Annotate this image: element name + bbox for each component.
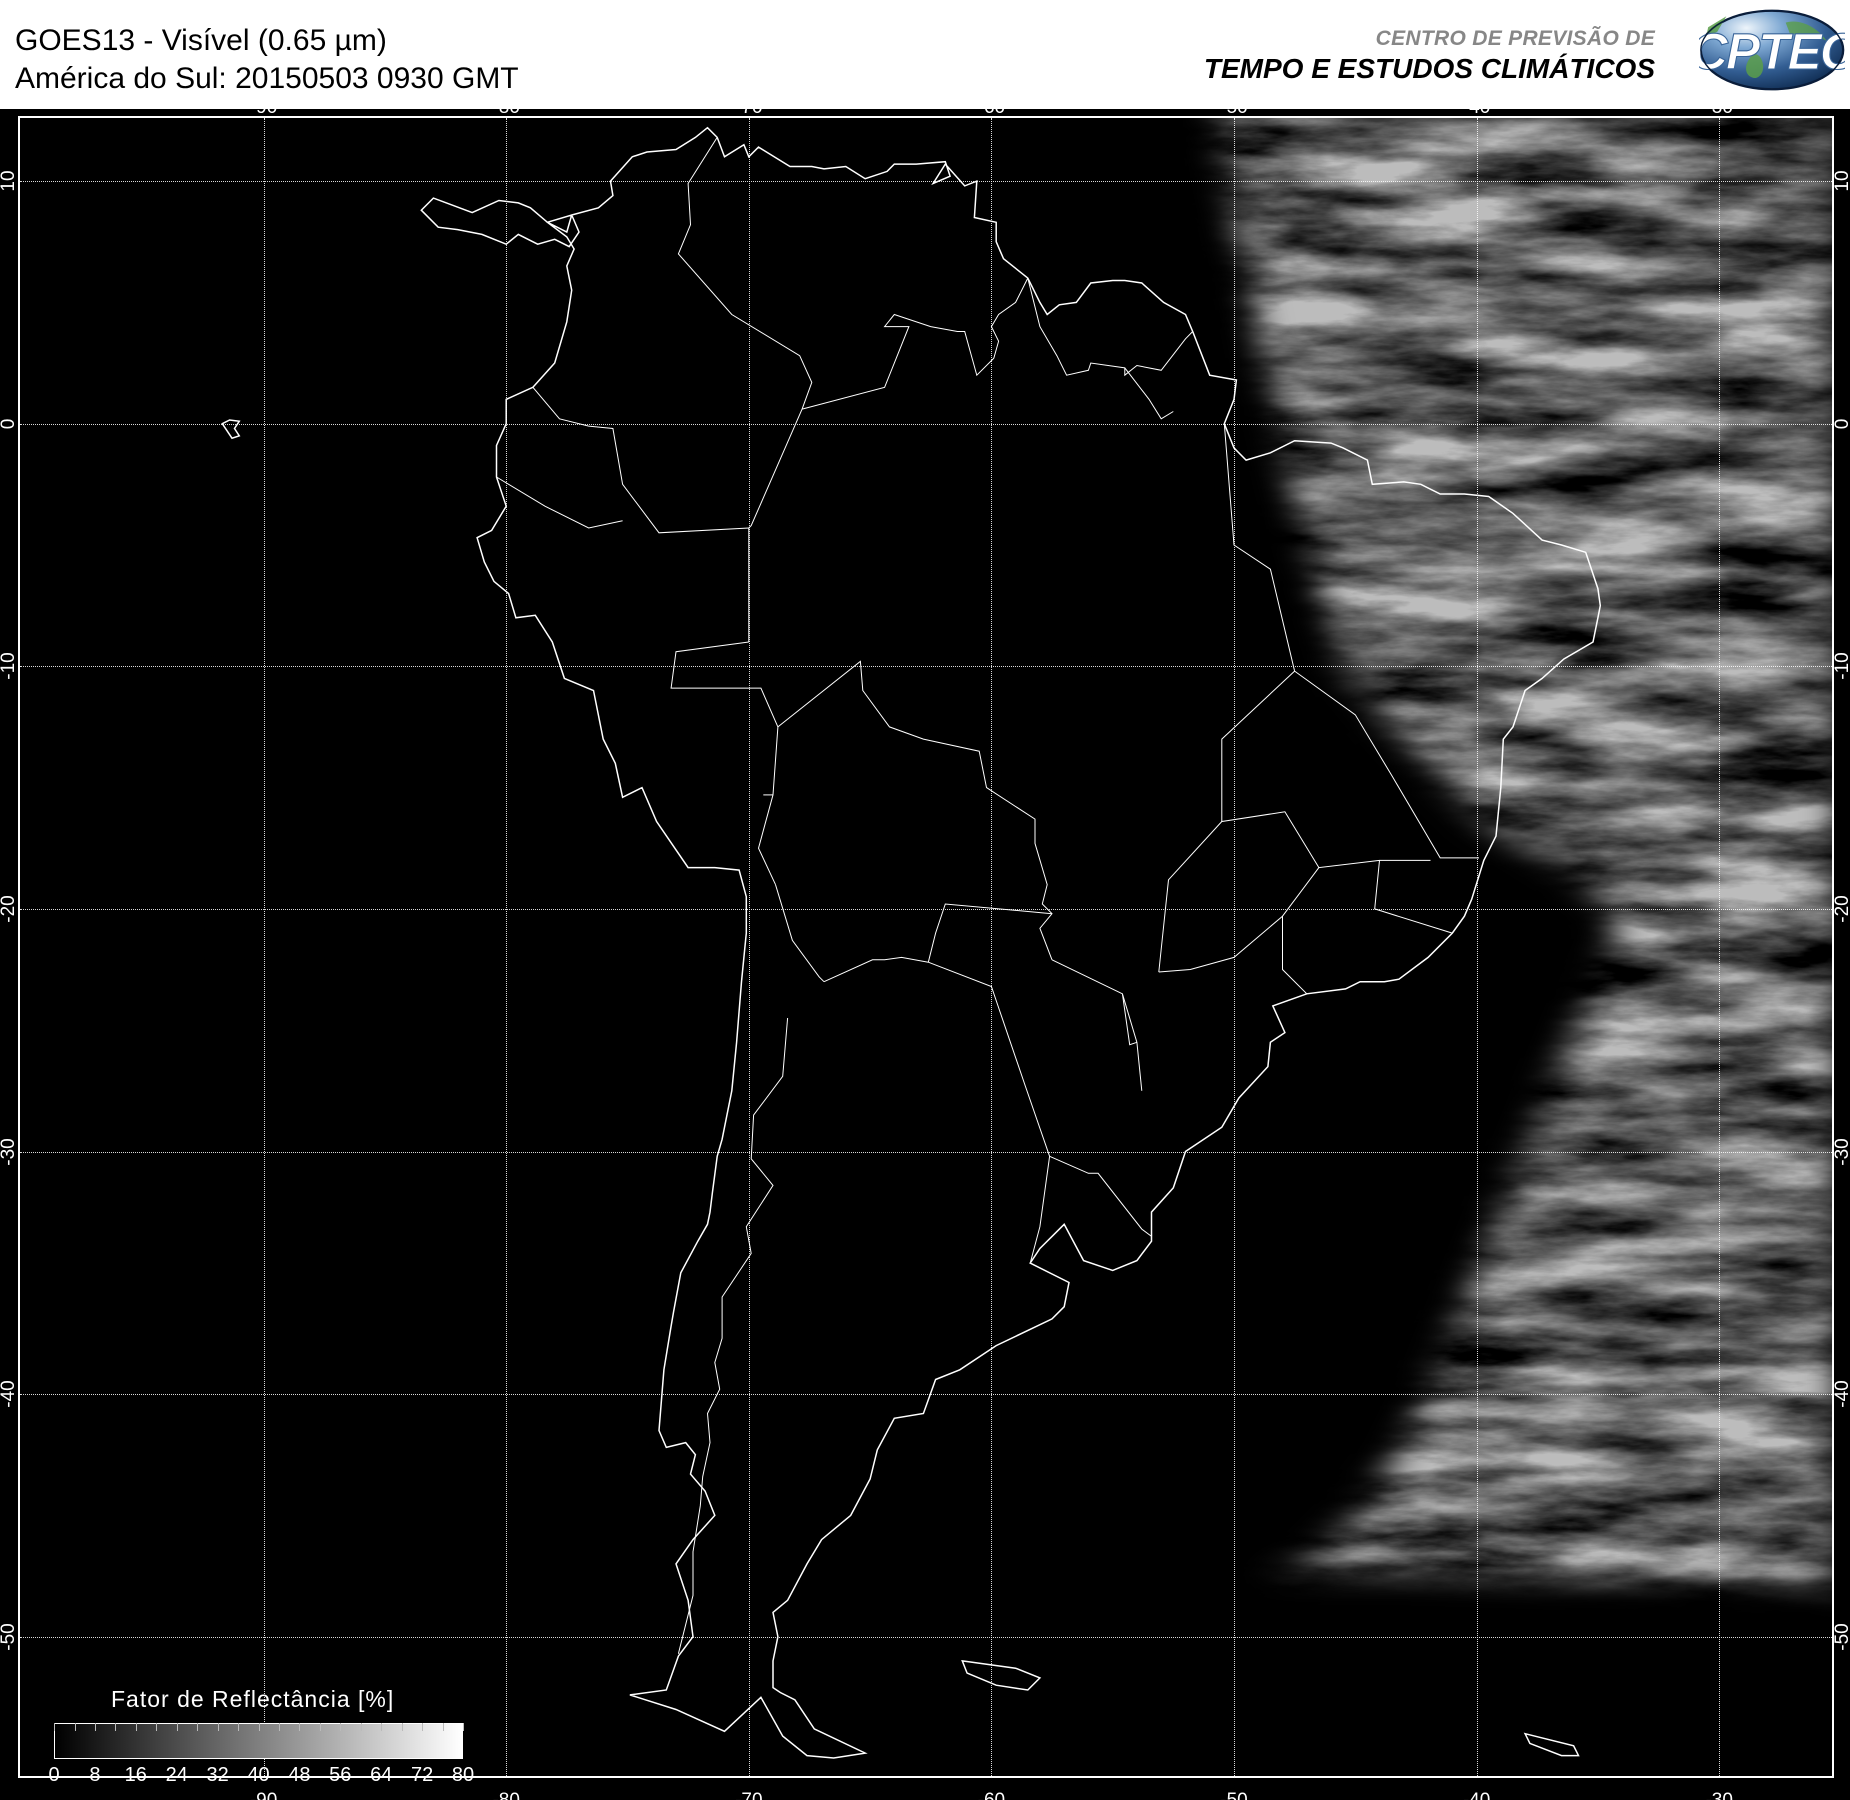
svg-text:CPTEC: CPTEC: [1699, 23, 1845, 80]
